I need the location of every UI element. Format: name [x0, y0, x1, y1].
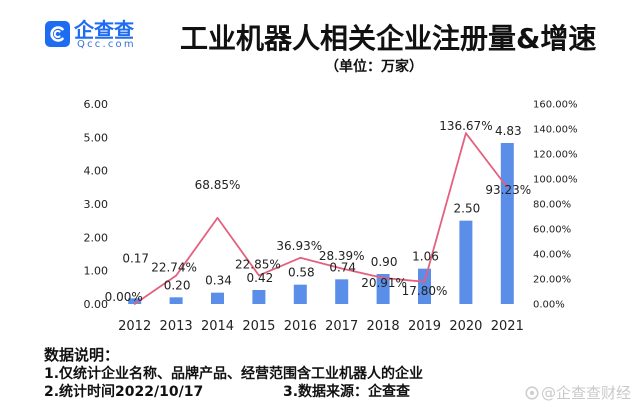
bar-value-label: 2.50 — [454, 202, 481, 216]
growth-rate-point-2014 — [216, 217, 219, 219]
y-left-tick-label: 1.00 — [84, 265, 109, 278]
x-tick-label: 2020 — [449, 319, 482, 334]
growth-rate-line — [134, 132, 509, 305]
bar-2015 — [252, 290, 266, 304]
y-left-tick-label: 3.00 — [84, 198, 109, 211]
x-tick-label: 2018 — [367, 319, 400, 334]
growth-rate-label: 68.85% — [195, 178, 241, 192]
growth-rate-label: 17.80% — [402, 284, 448, 298]
note-item: 2.统计时间2022/10/17 — [44, 384, 204, 400]
growth-rate-label: 22.85% — [235, 257, 281, 271]
y-left-tick-label: 4.00 — [84, 165, 109, 178]
note-item: 3.数据来源：企查查 — [283, 384, 411, 400]
logo-domain: Qcc.com — [77, 39, 136, 50]
y-left-tick-label: 2.00 — [84, 231, 109, 244]
y-left-tick-label: 0.00 — [84, 298, 109, 311]
bar-2014 — [211, 292, 224, 304]
x-tick-label: 2014 — [201, 319, 234, 334]
growth-rate-point-2021 — [506, 186, 509, 189]
bar-2017 — [335, 279, 349, 304]
growth-rate-label: 0.00% — [105, 290, 143, 304]
y-left-tick-label: 6.00 — [84, 98, 109, 111]
x-tick-label: 2021 — [491, 319, 524, 334]
growth-rate-point-2012 — [133, 303, 136, 305]
bar-value-label: 0.58 — [288, 266, 315, 280]
growth-rate-label: 20.91% — [361, 276, 407, 290]
chart-subtitle: （单位：万家） — [325, 59, 423, 75]
y-right-tick-label: 40.00% — [533, 250, 571, 261]
bar-2018 — [376, 274, 390, 304]
bar-2016 — [293, 284, 307, 304]
bar-value-label: 0.34 — [205, 274, 232, 288]
y-right-tick-label: 60.00% — [533, 225, 571, 236]
bar-2012 — [128, 298, 142, 304]
bar-value-label: 1.06 — [412, 250, 439, 264]
note-item: 1.仅统计企业名称、品牌产品、经营范围含工业机器人的企业 — [44, 366, 424, 382]
growth-rate-label: 22.74% — [151, 261, 197, 275]
bar-value-label: 0.90 — [371, 255, 398, 269]
y-right-tick-label: 0.00% — [533, 300, 565, 311]
bar-2021 — [500, 143, 514, 304]
y-right-tick-label: 80.00% — [533, 200, 571, 211]
x-tick-label: 2016 — [284, 319, 317, 334]
y-right-tick-label: 160.00% — [533, 100, 578, 111]
bar-2013 — [169, 297, 183, 304]
growth-rate-label: 28.39% — [319, 249, 365, 263]
growth-rate-point-2020 — [465, 132, 467, 135]
growth-rate-point-2018 — [382, 276, 384, 279]
y-left-tick-label: 5.00 — [84, 131, 109, 144]
x-tick-label: 2015 — [242, 319, 275, 334]
watermark: @企查查财经 — [541, 384, 632, 402]
growth-rate-point-2013 — [175, 274, 178, 277]
y-right-tick-label: 140.00% — [533, 125, 578, 136]
growth-rate-point-2015 — [258, 274, 260, 277]
bar-value-label: 0.20 — [164, 278, 191, 292]
qcc-logo-icon — [45, 21, 70, 47]
x-tick-label: 2019 — [408, 319, 441, 334]
y-right-tick-label: 100.00% — [533, 175, 578, 186]
bar-value-label: 0.17 — [122, 251, 149, 265]
bar-2019 — [418, 268, 431, 304]
growth-rate-label: 93.23% — [485, 183, 531, 197]
y-right-tick-label: 120.00% — [533, 150, 578, 161]
growth-rate-label: 36.93% — [276, 239, 322, 253]
bar-value-label: 4.83 — [495, 124, 522, 138]
notes-heading: 数据说明： — [44, 346, 120, 364]
bar-value-label: 0.74 — [329, 260, 356, 274]
y-right-tick-label: 20.00% — [533, 275, 571, 286]
growth-rate-point-2017 — [340, 267, 343, 270]
x-tick-label: 2013 — [160, 319, 193, 334]
bar-value-label: 0.42 — [247, 271, 274, 285]
logo-name: 企查查 — [74, 18, 134, 42]
chart-title: 工业机器人相关企业注册量&增速 — [180, 22, 597, 55]
x-tick-label: 2017 — [325, 319, 358, 334]
chart-plot: 0.00 1.00 2.00 3.00 4.00 5.00 6.00 0.00% 20.00% 4… — [84, 98, 578, 334]
bar-2020 — [459, 220, 473, 304]
growth-rate-label: 136.67% — [439, 119, 492, 133]
watermark-logo-icon — [525, 386, 539, 400]
growth-rate-point-2019 — [423, 280, 426, 283]
growth-rate-point-2016 — [299, 256, 302, 259]
x-tick-label: 2012 — [118, 319, 151, 334]
